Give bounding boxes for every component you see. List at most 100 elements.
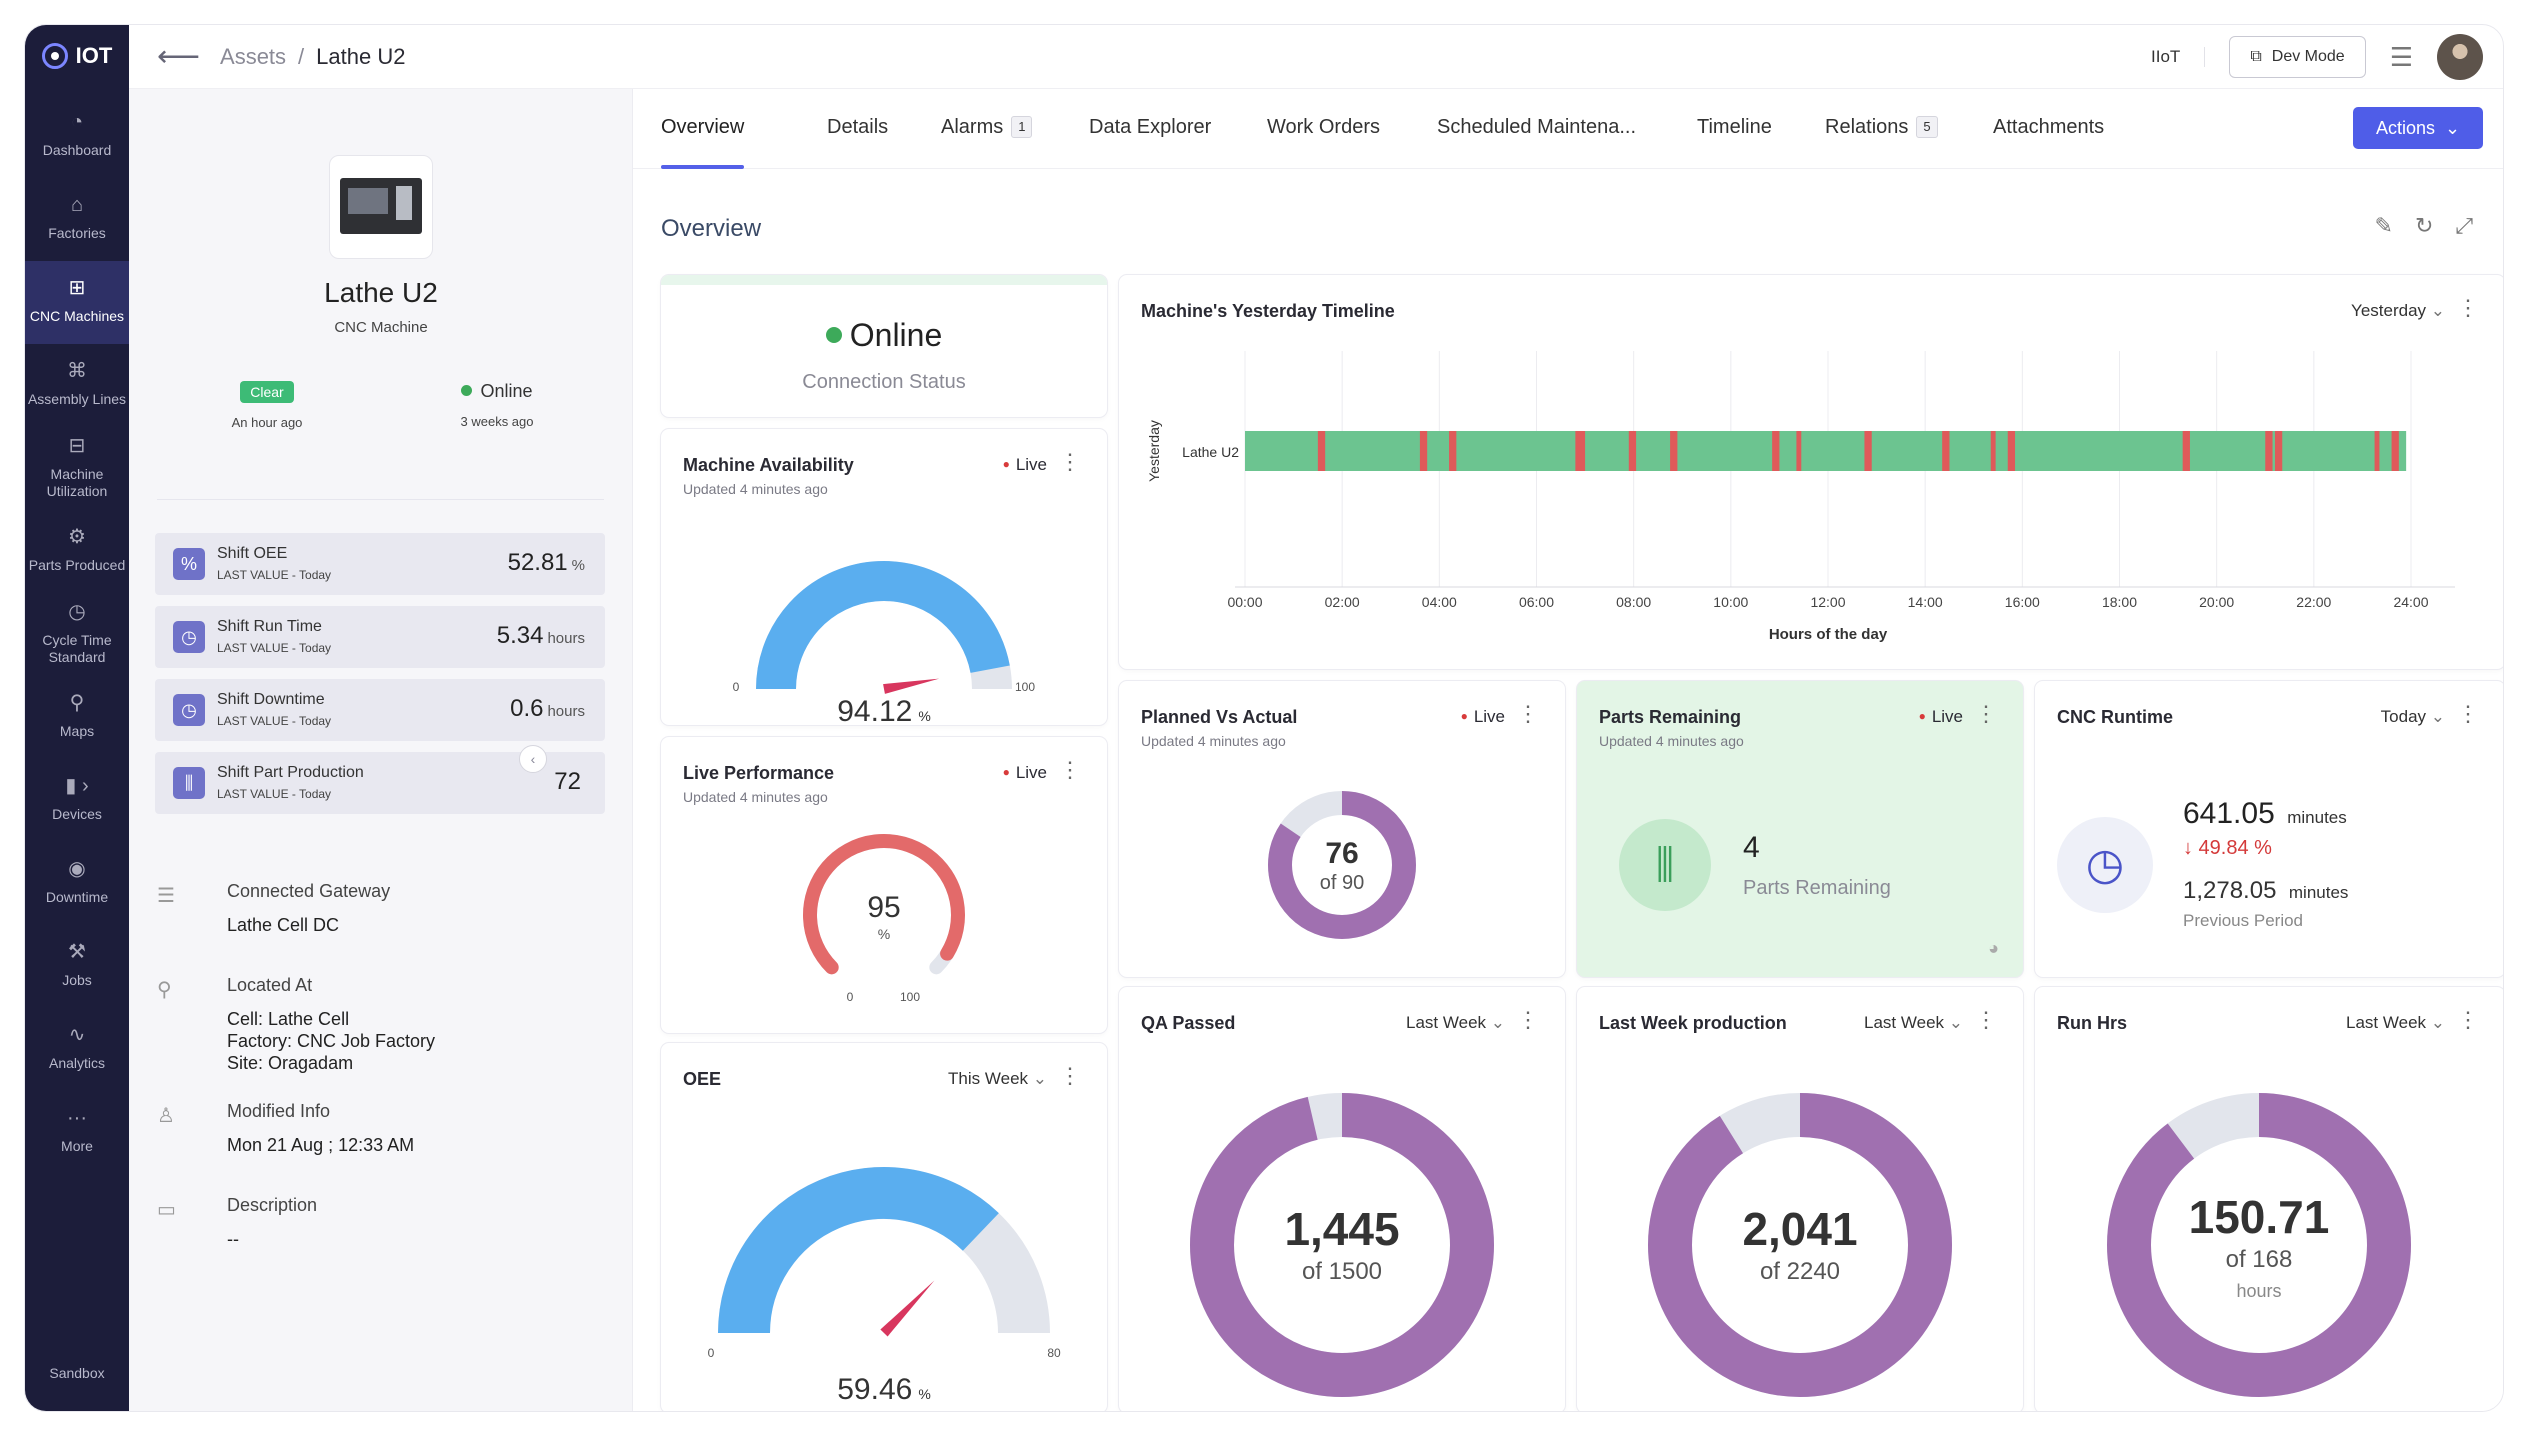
more-icon: ··· bbox=[67, 1107, 87, 1129]
planned-vs-actual-card: Planned Vs Actual Updated 4 minutes ago … bbox=[1119, 681, 1565, 977]
sandbox-label[interactable]: Sandbox bbox=[49, 1365, 105, 1381]
kebab-menu-icon[interactable]: ⋮ bbox=[1059, 1063, 1081, 1088]
timeline-tick-label: 12:00 bbox=[1810, 594, 1845, 610]
kebab-menu-icon[interactable]: ⋮ bbox=[1975, 1007, 1997, 1032]
gauge-value-arc bbox=[756, 561, 1010, 690]
tab-attachments[interactable]: Attachments bbox=[1993, 116, 2105, 138]
connected-gateway: ☰ Connected Gateway Lathe Cell DC bbox=[157, 881, 597, 936]
runtime-current-value: 641.05 bbox=[2183, 797, 2275, 830]
run-hrs-donut: 150.71 of 168 hours bbox=[2107, 1093, 2411, 1397]
fullscreen-icon[interactable]: ⤢ bbox=[2455, 213, 2473, 238]
kebab-menu-icon[interactable]: ⋮ bbox=[1517, 701, 1539, 726]
period-select[interactable]: Today bbox=[2381, 707, 2445, 727]
period-select[interactable]: Last Week bbox=[2346, 1013, 2445, 1033]
tab-timeline[interactable]: Timeline bbox=[1697, 116, 1772, 138]
dev-mode-button[interactable]: ⧉ Dev Mode bbox=[2229, 36, 2366, 78]
kebab-menu-icon[interactable]: ⋮ bbox=[2457, 295, 2479, 320]
kebab-menu-icon[interactable]: ⋮ bbox=[2457, 701, 2479, 726]
sidebar-item-assembly-lines[interactable]: ⌘ Assembly Lines bbox=[27, 360, 127, 407]
tab-alarms[interactable]: Alarms 1 bbox=[941, 89, 1033, 169]
avatar[interactable] bbox=[2437, 34, 2483, 80]
timeline-down-event bbox=[1449, 431, 1457, 471]
description-icon: ▭ bbox=[157, 1199, 176, 1221]
kebab-menu-icon[interactable]: ⋮ bbox=[1975, 701, 1997, 726]
collapse-panel-button[interactable]: ‹ bbox=[519, 745, 547, 773]
sidebar-item-factories[interactable]: ⌂ Factories bbox=[48, 194, 106, 241]
gauge-unit: % bbox=[918, 708, 930, 724]
back-arrow-icon[interactable]: ⟵ bbox=[157, 40, 201, 73]
tab-relations[interactable]: Relations 5 bbox=[1825, 89, 1938, 169]
sidebar-item-jobs[interactable]: ⚒ Jobs bbox=[62, 941, 92, 988]
qa-passed-donut: 1,445 of 1500 bbox=[1190, 1093, 1494, 1397]
tab-details[interactable]: Details bbox=[827, 116, 889, 138]
iiot-label[interactable]: IIoT bbox=[2151, 47, 2206, 67]
factory-icon: ⌂ bbox=[70, 194, 84, 216]
yesterday-timeline-card: Machine's Yesterday Timeline Yesterday ⋮… bbox=[1119, 275, 2503, 669]
donut-value-label: 76 bbox=[1325, 837, 1358, 870]
parts-remaining-label: Parts Remaining bbox=[1743, 877, 1891, 899]
sidebar-item-downtime[interactable]: ◉ Downtime bbox=[45, 858, 109, 905]
alarms-count: 1 bbox=[1011, 116, 1033, 138]
timeline-tick-label: 02:00 bbox=[1325, 594, 1360, 610]
sidebar-item-dashboard[interactable]: ◔ Dashboard bbox=[42, 111, 112, 158]
asset-name: Lathe U2 bbox=[324, 277, 438, 308]
kpi-shift-downtime[interactable]: ◷ Shift Downtime LAST VALUE - Today 0.6 h… bbox=[155, 679, 605, 741]
sidebar-item-maps[interactable]: ⚲ Maps bbox=[59, 692, 95, 739]
kebab-menu-icon[interactable]: ⋮ bbox=[2457, 1007, 2479, 1032]
app-logo[interactable]: IOT bbox=[25, 25, 129, 87]
dev-mode-label: Dev Mode bbox=[2271, 48, 2345, 65]
tab-data-explorer[interactable]: Data Explorer bbox=[1089, 116, 1212, 138]
kpi-shift-run-time[interactable]: ◷ Shift Run Time LAST VALUE - Today 5.34… bbox=[155, 606, 605, 668]
period-select[interactable]: Last Week bbox=[1406, 1013, 1505, 1033]
kebab-menu-icon[interactable]: ⋮ bbox=[1059, 449, 1081, 474]
actions-button[interactable]: Actions ⌄ bbox=[2353, 107, 2483, 149]
kpi-shift-oee[interactable]: % Shift OEE LAST VALUE - Today 52.81% bbox=[155, 533, 605, 595]
assembly-icon: ⌘ bbox=[67, 360, 87, 382]
edit-icon[interactable]: ✎ bbox=[2374, 213, 2393, 238]
tab-work-orders[interactable]: Work Orders bbox=[1267, 116, 1380, 138]
sidebar-nav: ◔ Dashboard ⌂ Factories ⊞ CNC Machines ⌘ Ass… bbox=[25, 95, 129, 1174]
kebab-menu-icon[interactable]: ⋮ bbox=[1517, 1007, 1539, 1032]
kebab-menu-icon[interactable]: ⋮ bbox=[1059, 757, 1081, 782]
sidebar-item-cnc-machines[interactable]: ⊞ CNC Machines bbox=[25, 261, 129, 344]
settings-sliders-icon[interactable]: ☰ bbox=[2389, 41, 2413, 72]
user-icon: ♙ bbox=[157, 1105, 175, 1127]
live-indicator: Live bbox=[1461, 707, 1505, 727]
sidebar-item-devices[interactable]: ▮ › Devices bbox=[52, 775, 102, 822]
device-icon: ▮ › bbox=[65, 775, 89, 797]
sidebar-item-machine-utilization[interactable]: ⊟ Machine Utilization bbox=[46, 434, 108, 499]
period-select[interactable]: This Week bbox=[948, 1069, 1047, 1089]
sidebar-item-parts-produced[interactable]: ⚙ Parts Produced bbox=[28, 526, 126, 573]
donut-value-label: 1,445 bbox=[1284, 1203, 1399, 1255]
gateway-link[interactable]: Lathe Cell DC bbox=[227, 915, 340, 935]
chevron-down-icon: ⌄ bbox=[2444, 117, 2461, 138]
relations-count: 5 bbox=[1916, 116, 1938, 138]
timeline-down-event bbox=[1990, 431, 1996, 471]
tab-overview[interactable]: Overview bbox=[661, 89, 745, 169]
parts-icon: ⫼ bbox=[1619, 819, 1711, 911]
gauge-unit: % bbox=[918, 1386, 930, 1402]
downtime-icon: ◉ bbox=[68, 858, 86, 880]
timeline-tick-label: 14:00 bbox=[1908, 594, 1943, 610]
timeline-tick-label: 18:00 bbox=[2102, 594, 2137, 610]
tab-bar: Overview Details Alarms 1 Data Explorer W… bbox=[633, 89, 2503, 169]
sidebar-item-cycle-time[interactable]: ◷ Cycle Time Standard bbox=[42, 600, 112, 665]
live-indicator: Live bbox=[1003, 455, 1047, 475]
timeline-tick-label: 16:00 bbox=[2005, 594, 2040, 610]
gauge-max-label: 100 bbox=[1015, 680, 1035, 694]
runtime-change: ↓ 49.84 % bbox=[2183, 837, 2272, 859]
refresh-icon[interactable]: ↻ bbox=[2414, 213, 2434, 238]
analytics-icon: ∿ bbox=[68, 1024, 86, 1046]
divider bbox=[157, 499, 604, 500]
gauge-min-label: 0 bbox=[847, 990, 854, 1004]
timeline-tick-label: 04:00 bbox=[1422, 594, 1457, 610]
sidebar-item-more[interactable]: ··· More bbox=[61, 1107, 93, 1154]
breadcrumb-assets[interactable]: Assets bbox=[220, 43, 287, 69]
timeline-running-bar bbox=[1245, 431, 2407, 471]
period-select[interactable]: Last Week bbox=[1864, 1013, 1963, 1033]
sidebar: IOT ◔ Dashboard ⌂ Factories ⊞ CNC Machines … bbox=[25, 25, 129, 1411]
sidebar-item-analytics[interactable]: ∿ Analytics bbox=[48, 1024, 106, 1071]
tab-scheduled-maintenance[interactable]: Scheduled Maintenа... bbox=[1437, 116, 1637, 138]
period-select[interactable]: Yesterday bbox=[2351, 301, 2445, 321]
